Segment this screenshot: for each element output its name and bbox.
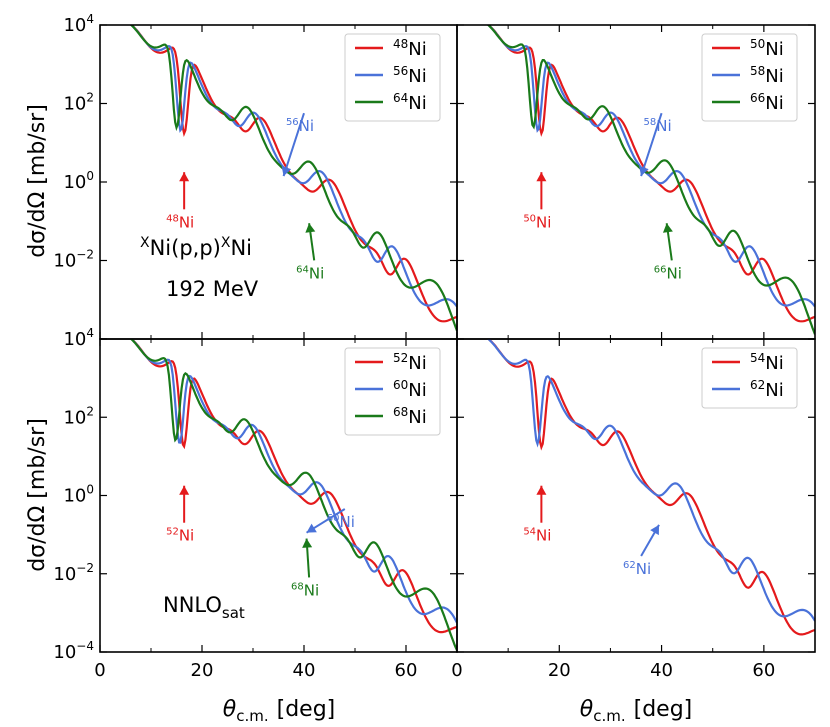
annotation-label: 52Ni bbox=[166, 527, 194, 545]
y-axis-label-bottom: dσ/dΩ [mb/sr] bbox=[25, 418, 50, 572]
legend-box bbox=[344, 347, 441, 436]
reaction-text-2: Ni bbox=[230, 236, 252, 260]
annotation-arrow-line bbox=[640, 112, 663, 177]
legend-label-64Ni: 64Ni bbox=[393, 91, 427, 114]
annotation-arrow-head bbox=[281, 166, 292, 177]
annotation-arrow-head bbox=[306, 523, 317, 533]
annotation-label: 58Ni bbox=[644, 117, 672, 135]
panel-top-left: 10−2 100 102 104 48Ni 56Ni 64Ni 48Ni 56Ni 64Ni bbox=[53, 12, 458, 340]
x-axis-label-left: θc.m. [deg] bbox=[223, 697, 336, 725]
series-line-68Ni bbox=[129, 339, 457, 651]
annotation-label: 50Ni bbox=[523, 213, 551, 231]
annotation-arrow-head bbox=[179, 172, 190, 182]
reaction-text: Ni(p,p) bbox=[150, 236, 221, 260]
theta-subscript: c.m. bbox=[593, 707, 625, 725]
y-tick-label: 10−2 bbox=[53, 561, 94, 585]
legend-label-48Ni: 48Ni bbox=[393, 37, 427, 60]
series-line-54Ni bbox=[486, 339, 815, 636]
annotation-arrow-head bbox=[305, 223, 316, 233]
x-tick-label: 20 bbox=[191, 660, 214, 681]
y-tick-label: 100 bbox=[63, 483, 94, 507]
series-line-62Ni bbox=[486, 339, 815, 622]
annotation-arrow-head bbox=[302, 538, 313, 548]
annotation-arrow-head bbox=[536, 485, 547, 495]
y-tick-label: 102 bbox=[63, 404, 94, 428]
annotation-arrow-head bbox=[662, 223, 673, 233]
reaction-mass-superscript-2: X bbox=[221, 235, 231, 251]
panel-bottom-left: 0 20 40 60 10−4 10−2 100 102 104 52Ni 60Ni 68Ni 52Ni… bbox=[53, 326, 458, 681]
legend-label-56Ni: 56Ni bbox=[393, 64, 427, 87]
annotation-arrow-head bbox=[650, 524, 660, 536]
annotation-arrow-head bbox=[179, 485, 190, 495]
theta-symbol: θ bbox=[580, 697, 594, 722]
legend-label-60Ni: 60Ni bbox=[393, 378, 427, 401]
legend-label-66Ni: 66Ni bbox=[750, 91, 784, 114]
y-tick-label: 100 bbox=[63, 169, 94, 193]
legend-label-50Ni: 50Ni bbox=[750, 37, 784, 60]
x-tick-label: 0 bbox=[94, 660, 105, 681]
annotation-label: 64Ni bbox=[296, 264, 324, 282]
theta-subscript: c.m. bbox=[236, 707, 268, 725]
annotation-label: 48Ni bbox=[166, 213, 194, 231]
annotation-label: 54Ni bbox=[523, 527, 551, 545]
panel-frame bbox=[456, 338, 816, 653]
panel-top-right: 50Ni 58Ni 66Ni 50Ni 58Ni 66Ni bbox=[456, 24, 816, 340]
series-line-64Ni bbox=[129, 25, 457, 332]
method-main: NNLO bbox=[163, 593, 222, 617]
y-tick-label: 10−2 bbox=[53, 248, 94, 272]
method-subscript: sat bbox=[222, 604, 245, 622]
series-group bbox=[129, 339, 457, 651]
legend-box bbox=[344, 33, 441, 122]
y-axis-label-top: dσ/dΩ [mb/sr] bbox=[25, 104, 50, 258]
y-tick-label: 102 bbox=[63, 91, 94, 115]
y-tick-label: 104 bbox=[63, 12, 94, 36]
annotation-label: 68Ni bbox=[291, 581, 319, 599]
x-tick-label: 20 bbox=[548, 660, 571, 681]
theta-symbol: θ bbox=[223, 697, 237, 722]
x-tick-label: 0 bbox=[451, 660, 462, 681]
reaction-label: XNi(p,p)XNi bbox=[140, 235, 252, 260]
panel-bottom-right: 0 20 40 60 54Ni 62Ni 54Ni 62Ni bbox=[451, 338, 816, 681]
legend-label-52Ni: 52Ni bbox=[393, 351, 427, 374]
series-group bbox=[486, 339, 815, 636]
x-tick-label: 40 bbox=[293, 660, 316, 681]
x-tick-label: 60 bbox=[752, 660, 775, 681]
y-tick-label: 104 bbox=[63, 326, 94, 350]
legend-box bbox=[701, 33, 798, 122]
series-group bbox=[129, 25, 457, 332]
x-tick-label: 40 bbox=[650, 660, 673, 681]
annotation-label: 62Ni bbox=[623, 560, 651, 578]
legend-label-58Ni: 58Ni bbox=[750, 64, 784, 87]
method-label: NNLOsat bbox=[163, 593, 245, 622]
y-tick-label: 10−4 bbox=[53, 639, 94, 663]
series-group bbox=[486, 25, 815, 335]
legend-label-62Ni: 62Ni bbox=[750, 378, 784, 401]
annotation-label: 56Ni bbox=[286, 117, 314, 135]
series-line-66Ni bbox=[486, 25, 815, 335]
series-line-60Ni bbox=[129, 339, 457, 624]
annotation-label: 60Ni bbox=[327, 513, 355, 531]
annotation-arrow-head bbox=[639, 166, 649, 177]
annotation-label: 66Ni bbox=[654, 264, 682, 282]
x-tick-label: 60 bbox=[395, 660, 418, 681]
energy-label: 192 MeV bbox=[166, 277, 259, 301]
annotation-arrow-line bbox=[282, 112, 305, 177]
x-axis-unit: [deg] bbox=[277, 697, 336, 722]
annotation-arrow-head bbox=[536, 172, 547, 182]
legend-label-68Ni: 68Ni bbox=[393, 405, 427, 428]
x-axis-unit: [deg] bbox=[634, 697, 693, 722]
x-axis-label-right: θc.m. [deg] bbox=[580, 697, 693, 725]
reaction-mass-superscript: X bbox=[140, 235, 150, 251]
legend-label-54Ni: 54Ni bbox=[750, 351, 784, 374]
